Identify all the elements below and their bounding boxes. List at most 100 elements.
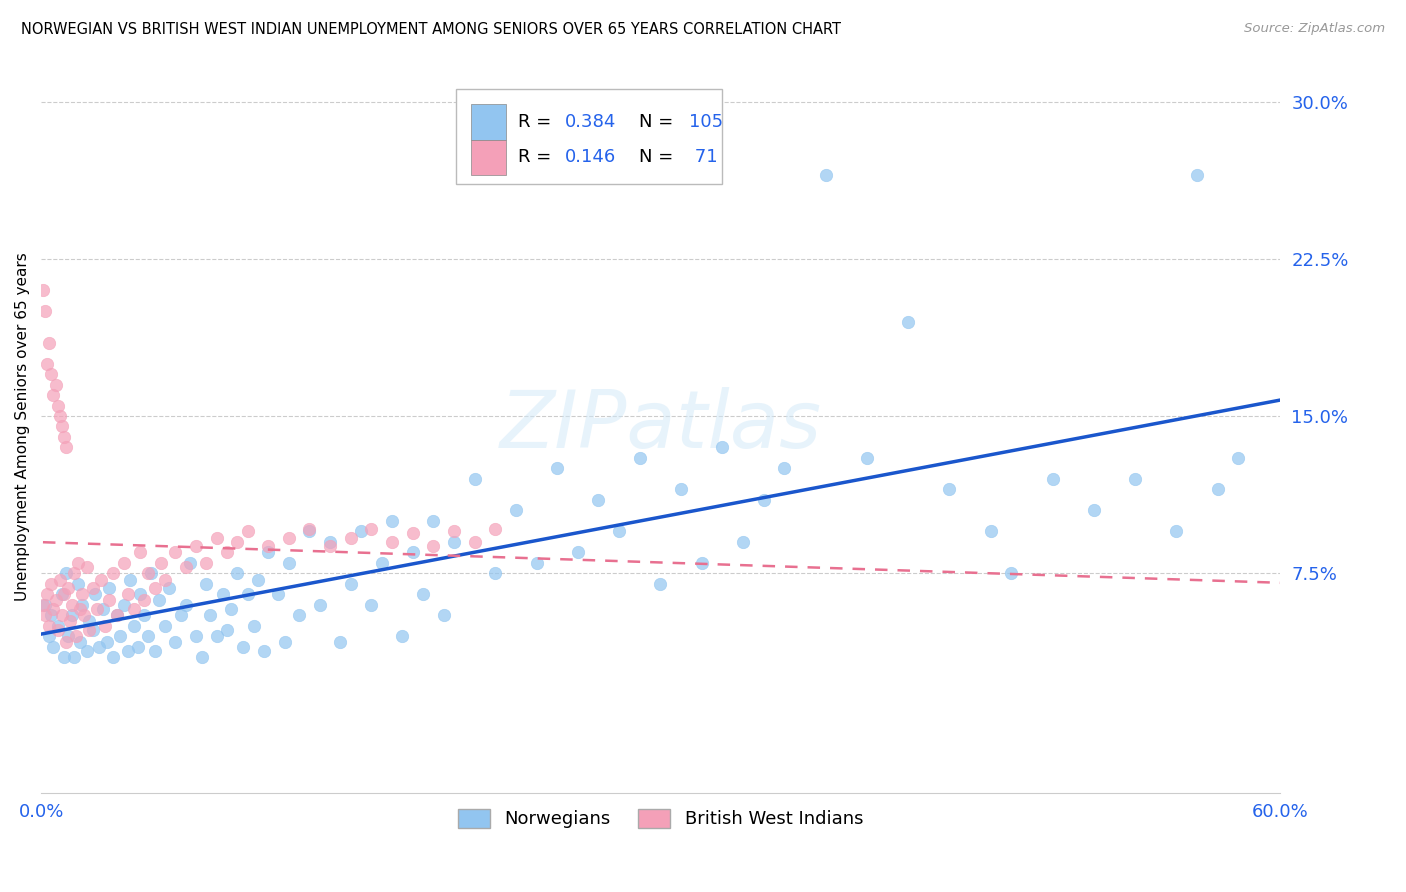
Point [464, 534, 486, 549]
Point [82, 581, 104, 595]
Point [103, 566, 125, 581]
Point [112, 598, 135, 612]
Point [87, 640, 110, 654]
Point [319, 534, 342, 549]
Point [277, 556, 299, 570]
Point [42, 602, 65, 616]
Point [690, 556, 713, 570]
Point [96, 635, 118, 649]
Point [63, 566, 86, 581]
FancyBboxPatch shape [456, 89, 723, 185]
Point [153, 618, 176, 632]
Point [46, 618, 69, 632]
Bar [471, 139, 506, 175]
Point [91, 602, 114, 616]
Point [505, 503, 527, 517]
Point [546, 461, 568, 475]
Point [650, 576, 672, 591]
Point [83, 587, 105, 601]
Point [112, 556, 135, 570]
Point [179, 556, 201, 570]
Point [484, 566, 506, 581]
Point [298, 522, 321, 536]
Point [55, 566, 77, 581]
Point [51, 419, 73, 434]
Point [628, 450, 651, 465]
Point [360, 522, 382, 536]
Point [59, 615, 82, 629]
Point [1042, 472, 1064, 486]
Point [77, 623, 100, 637]
Point [94, 618, 117, 632]
Point [360, 598, 382, 612]
Point [588, 492, 610, 507]
Point [60, 608, 83, 623]
Point [76, 644, 98, 658]
Point [1123, 472, 1146, 486]
Point [48, 573, 70, 587]
Point [56, 581, 79, 595]
Point [752, 492, 775, 507]
Point [138, 629, 160, 643]
Point [67, 556, 90, 570]
Point [117, 587, 139, 601]
Point [253, 644, 276, 658]
Point [52, 430, 75, 444]
Point [117, 644, 139, 658]
Point [412, 587, 434, 601]
Point [56, 629, 79, 643]
Text: 0.146: 0.146 [565, 148, 616, 166]
Point [52, 650, 75, 665]
Point [37, 357, 59, 371]
Point [1227, 450, 1250, 465]
Point [52, 587, 75, 601]
Point [46, 399, 69, 413]
Point [107, 608, 129, 623]
Point [226, 566, 249, 581]
Point [433, 608, 456, 623]
Point [63, 650, 86, 665]
Text: Source: ZipAtlas.com: Source: ZipAtlas.com [1244, 22, 1385, 36]
Text: NORWEGIAN VS BRITISH WEST INDIAN UNEMPLOYMENT AMONG SENIORS OVER 65 YEARS CORREL: NORWEGIAN VS BRITISH WEST INDIAN UNEMPLO… [21, 22, 841, 37]
Point [277, 531, 299, 545]
Point [134, 593, 156, 607]
Point [211, 587, 233, 601]
Point [464, 472, 486, 486]
Y-axis label: Unemployment Among Seniors over 65 years: Unemployment Among Seniors over 65 years [15, 252, 30, 601]
Point [298, 524, 321, 539]
Point [938, 483, 960, 497]
Point [153, 573, 176, 587]
Point [773, 461, 796, 475]
Point [422, 539, 444, 553]
Point [55, 635, 77, 649]
Point [98, 581, 121, 595]
Point [55, 441, 77, 455]
Point [45, 593, 67, 607]
Text: N =: N = [640, 113, 679, 131]
Point [205, 531, 228, 545]
Point [32, 598, 55, 612]
Point [143, 581, 166, 595]
Point [443, 534, 465, 549]
Point [122, 602, 145, 616]
Point [484, 522, 506, 536]
Point [51, 608, 73, 623]
Point [402, 545, 425, 559]
Point [236, 524, 259, 539]
Point [37, 587, 59, 601]
Point [195, 576, 218, 591]
Legend: Norwegians, British West Indians: Norwegians, British West Indians [450, 802, 870, 836]
Point [1185, 168, 1208, 182]
Point [46, 623, 69, 637]
Point [814, 168, 837, 182]
Point [339, 576, 361, 591]
Point [51, 587, 73, 601]
Point [242, 618, 264, 632]
Point [391, 629, 413, 643]
Point [195, 556, 218, 570]
Point [72, 598, 94, 612]
Point [1206, 483, 1229, 497]
Point [103, 650, 125, 665]
Point [90, 573, 112, 587]
Text: ZIPatlas: ZIPatlas [499, 387, 821, 466]
